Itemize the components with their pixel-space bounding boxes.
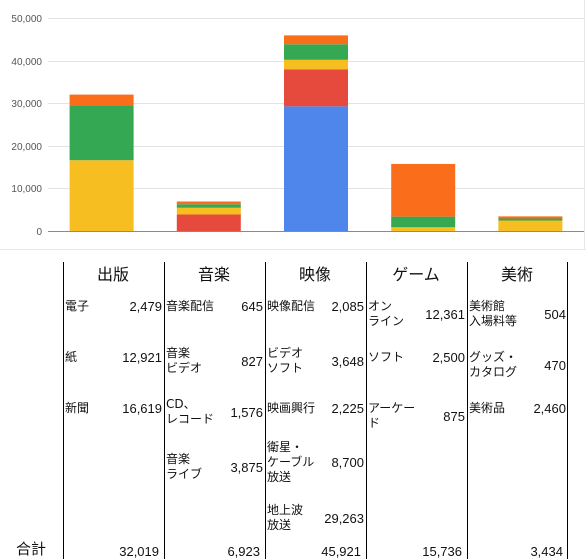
- column-total: 6,923: [227, 544, 260, 559]
- row-label: 美術館 入場料等: [469, 299, 518, 328]
- column-total: 3,434: [530, 544, 563, 559]
- column-header: 美術: [500, 265, 533, 284]
- row-label: CD、 レコード: [166, 397, 215, 426]
- y-tick-label: 20,000: [11, 142, 42, 153]
- row-value: 2,460: [533, 401, 566, 416]
- bar-segment: [498, 220, 563, 231]
- bar-segment: [69, 105, 134, 161]
- column-total: 15,736: [422, 544, 462, 559]
- row-value: 875: [443, 408, 465, 424]
- column-header: 映像: [298, 265, 331, 284]
- table-cell: 映像配信 2,085: [267, 299, 364, 314]
- y-tick-label: 30,000: [11, 99, 42, 110]
- table-column-divider: [467, 262, 468, 559]
- y-axis-tick-labels: 0 10,000 20,000 30,000 40,000 50,000: [11, 14, 42, 238]
- table-cell: 地上波 放送 29,263: [267, 503, 364, 533]
- bar-segment: [284, 69, 348, 107]
- bar-segment: [284, 106, 348, 231]
- row-value: 827: [241, 353, 263, 369]
- stacked-bar-chart: 0 10,000 20,000 30,000 40,000 50,000: [0, 0, 586, 250]
- table-cell: ソフト 2,500: [368, 350, 465, 365]
- row-value: 12,921: [122, 350, 162, 365]
- row-label: 地上波 放送: [267, 503, 304, 532]
- table-cell: 紙 12,921: [65, 350, 162, 365]
- table-cell: オン ライン 12,361: [368, 299, 465, 329]
- table-column-divider: [265, 262, 266, 559]
- row-value: 8,700: [331, 455, 364, 470]
- row-label: 音楽配信: [166, 299, 215, 313]
- table-cell: 新聞 16,619: [65, 401, 162, 416]
- row-label: ソフト: [368, 350, 405, 364]
- column-header: ゲーム: [392, 265, 440, 284]
- row-value: 3,648: [331, 353, 364, 369]
- column-header: 出版: [96, 265, 129, 284]
- row-value: 2,085: [331, 299, 364, 314]
- bars: [69, 35, 563, 231]
- table-cell: アーケー ド 875: [368, 401, 465, 431]
- row-value: 2,225: [331, 401, 364, 416]
- row-label: 衛星・ ケーブル 放送: [267, 440, 315, 484]
- row-label: 映画興行: [267, 401, 316, 415]
- row-label: オン ライン: [368, 299, 405, 328]
- table-cell: CD、 レコード 1,576: [166, 397, 263, 427]
- bar-segment: [391, 227, 456, 231]
- table-column-divider: [567, 262, 568, 559]
- bar-segment: [176, 214, 241, 231]
- row-value: 2,479: [129, 299, 162, 314]
- table-cell: 音楽 ライブ 3,875: [166, 452, 263, 482]
- bar-segment: [391, 216, 456, 228]
- y-tick-label: 10,000: [11, 184, 42, 195]
- bar-segment: [176, 201, 241, 205]
- row-value: 1,576: [230, 404, 263, 420]
- column-total: 45,921: [321, 544, 361, 559]
- bar-segment: [284, 44, 348, 60]
- column-header: 音楽: [197, 265, 230, 284]
- y-tick-label: 0: [36, 227, 42, 238]
- bar-segment: [284, 35, 348, 45]
- total-label: 合計: [16, 540, 47, 558]
- row-value: 16,619: [122, 401, 162, 416]
- row-label: アーケー ド: [368, 401, 416, 430]
- row-label: 紙: [65, 350, 78, 364]
- row-value: 470: [544, 357, 566, 373]
- row-label: 映像配信: [267, 299, 316, 313]
- table-cell: 音楽 ビデオ 827: [166, 346, 263, 376]
- table-cell: 美術品 2,460: [469, 401, 566, 416]
- data-table: 出版 電子 2,479 紙 12,921 新聞 16,619 32,019 音楽 音楽配信 645 音…: [0, 262, 586, 559]
- y-tick-label: 40,000: [11, 57, 42, 68]
- row-value: 504: [544, 306, 566, 322]
- bar-segment: [176, 204, 241, 208]
- row-label: 美術品: [469, 401, 506, 415]
- table-cell: グッズ・ カタログ 470: [469, 350, 566, 380]
- table-column-divider: [164, 262, 165, 559]
- bar-segment: [498, 218, 563, 221]
- row-label: グッズ・ カタログ: [469, 350, 518, 379]
- table-cell: 映画興行 2,225: [267, 401, 364, 416]
- table-column-divider: [63, 262, 64, 559]
- table-cell: ビデオ ソフト 3,648: [267, 346, 364, 376]
- table-cell: 電子 2,479: [65, 299, 162, 314]
- table-column-divider: [366, 262, 367, 559]
- row-label: 音楽 ライブ: [166, 452, 203, 481]
- row-value: 12,361: [425, 306, 465, 322]
- bar-segment: [69, 160, 134, 231]
- row-label: 新聞: [65, 401, 90, 415]
- y-tick-label: 50,000: [11, 14, 42, 25]
- column-total: 32,019: [119, 544, 159, 559]
- row-value: 29,263: [324, 510, 364, 526]
- row-value: 3,875: [230, 459, 263, 475]
- row-value: 645: [241, 299, 263, 314]
- bar-segment: [284, 59, 348, 70]
- table-cell: 衛星・ ケーブル 放送 8,700: [267, 440, 364, 485]
- row-label: 電子: [65, 299, 90, 313]
- row-value: 2,500: [432, 350, 465, 365]
- bar-segment: [391, 163, 456, 217]
- table-cell: 美術館 入場料等 504: [469, 299, 566, 329]
- bar-segment: [498, 216, 563, 219]
- row-label: ビデオ ソフト: [267, 346, 304, 375]
- row-label: 音楽 ビデオ: [166, 346, 203, 375]
- table-cell: 音楽配信 645: [166, 299, 263, 314]
- bar-segment: [69, 94, 134, 106]
- bar-segment: [176, 207, 241, 215]
